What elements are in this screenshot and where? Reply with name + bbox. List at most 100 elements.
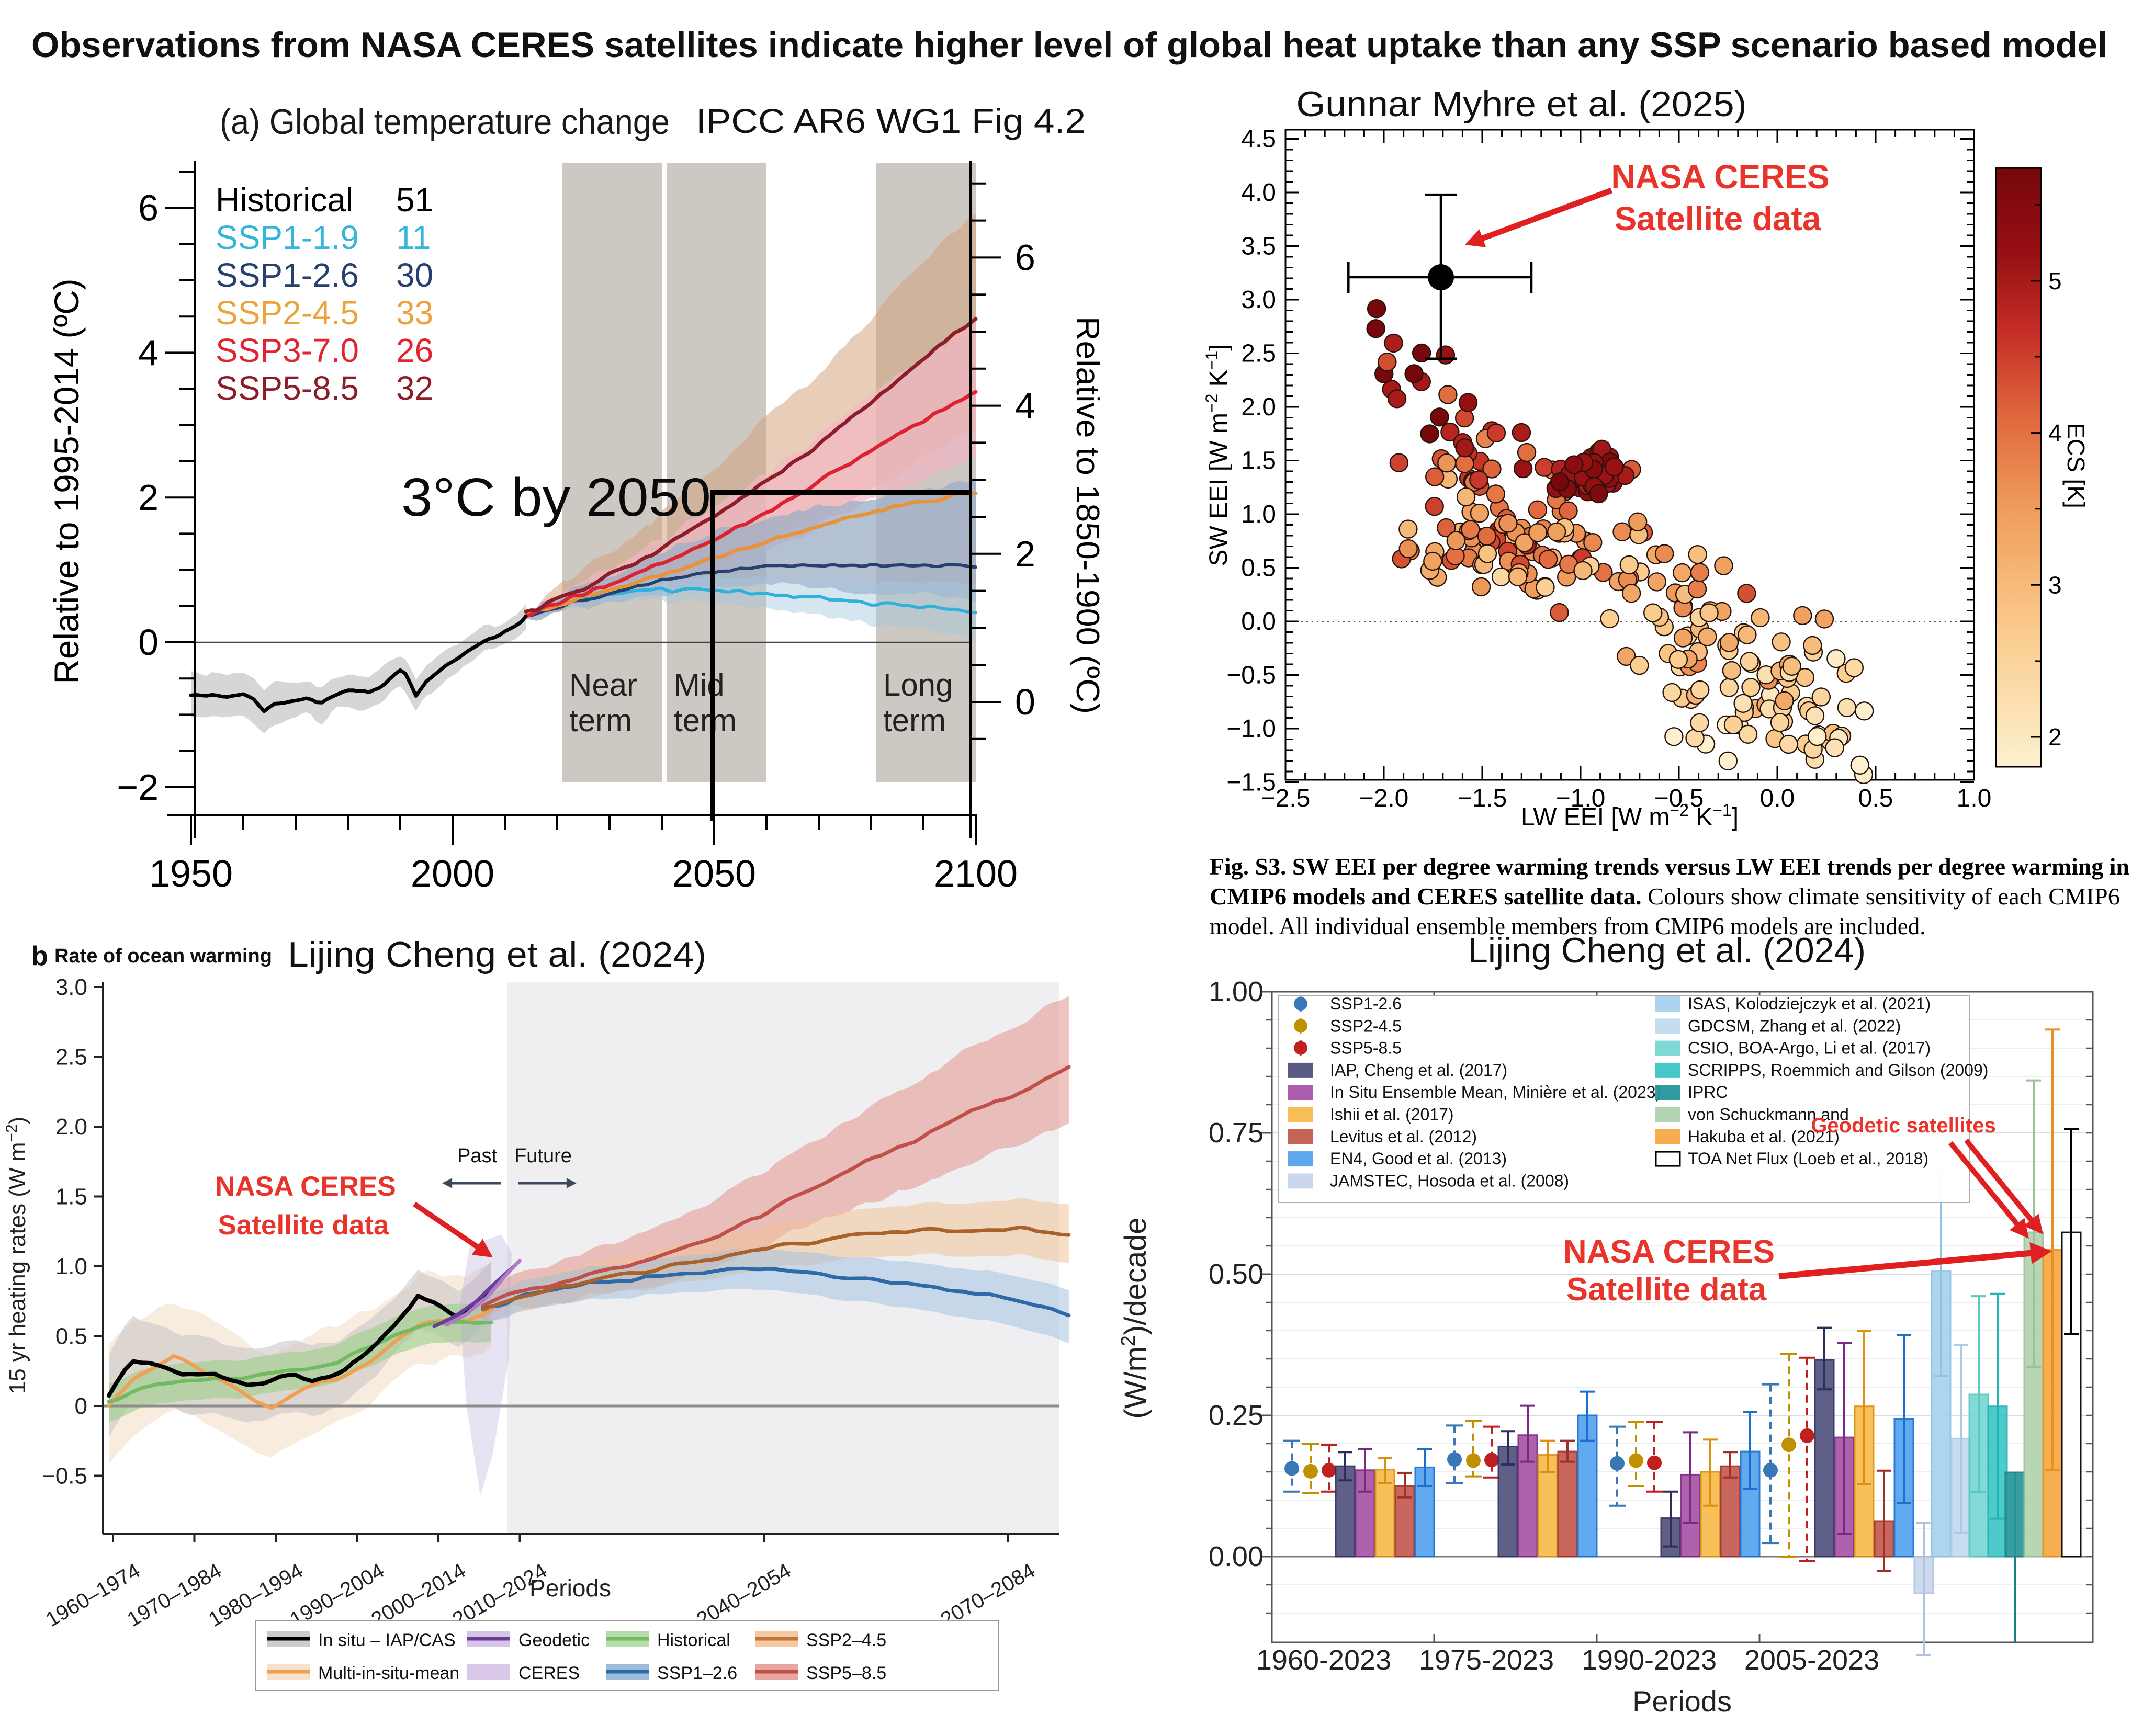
svg-text:6: 6 <box>1015 237 1035 278</box>
svg-text:(a) Global temperature change: (a) Global temperature change <box>220 102 670 142</box>
svg-text:Rate of ocean warming: Rate of ocean warming <box>54 945 272 967</box>
svg-text:3.5: 3.5 <box>1241 233 1276 260</box>
svg-text:3: 3 <box>2048 571 2062 598</box>
svg-text:1.5: 1.5 <box>1241 447 1276 475</box>
svg-text:−2: −2 <box>117 767 159 808</box>
svg-text:−2.0: −2.0 <box>1359 785 1409 812</box>
svg-text:SSP2-4.5: SSP2-4.5 <box>1330 1016 1402 1035</box>
svg-text:2100: 2100 <box>934 853 1018 895</box>
svg-text:term: term <box>883 703 946 738</box>
svg-text:2.5: 2.5 <box>1241 340 1276 368</box>
svg-text:4: 4 <box>138 332 159 373</box>
svg-text:Gunnar Myhre et al. (2025): Gunnar Myhre et al. (2025) <box>1296 84 1747 124</box>
svg-text:In situ – IAP/CAS: In situ – IAP/CAS <box>318 1630 456 1650</box>
svg-text:−1.0: −1.0 <box>1556 785 1606 812</box>
svg-text:GDCSM, Zhang et al. (2022): GDCSM, Zhang et al. (2022) <box>1688 1016 1901 1035</box>
svg-text:0: 0 <box>75 1393 87 1419</box>
svg-text:Levitus et al. (2012): Levitus et al. (2012) <box>1330 1127 1477 1146</box>
svg-text:−0.5: −0.5 <box>42 1463 87 1489</box>
svg-text:0.0: 0.0 <box>1241 608 1276 636</box>
svg-text:1.5: 1.5 <box>55 1184 87 1210</box>
svg-text:NASA CERES: NASA CERES <box>1563 1234 1775 1270</box>
svg-text:−2.5: −2.5 <box>1261 785 1311 812</box>
svg-text:1.0: 1.0 <box>1957 785 1992 812</box>
svg-text:Relative to 1850-1900 (ºC): Relative to 1850-1900 (ºC) <box>1069 316 1106 714</box>
svg-text:0.75: 0.75 <box>1209 1117 1264 1149</box>
svg-text:Near: Near <box>569 667 637 702</box>
svg-text:11: 11 <box>396 219 431 256</box>
svg-text:2: 2 <box>1015 534 1035 574</box>
svg-text:SSP1–2.6: SSP1–2.6 <box>657 1663 737 1683</box>
svg-text:1950: 1950 <box>149 853 233 895</box>
svg-text:30: 30 <box>396 256 433 294</box>
svg-text:2.5: 2.5 <box>55 1045 87 1070</box>
svg-text:TOA Net Flux (Loeb et al., 201: TOA Net Flux (Loeb et al., 2018) <box>1688 1149 1928 1168</box>
svg-text:15 yr heating rates (W m−2): 15 yr heating rates (W m−2) <box>3 1117 31 1394</box>
svg-text:4.5: 4.5 <box>1241 126 1276 153</box>
svg-text:CSIO, BOA-Argo, Li et al. (201: CSIO, BOA-Argo, Li et al. (2017) <box>1688 1039 1931 1058</box>
svg-text:4.0: 4.0 <box>1241 179 1276 207</box>
svg-text:4: 4 <box>2048 419 2062 447</box>
svg-text:NASA CERES: NASA CERES <box>215 1171 396 1202</box>
svg-text:6: 6 <box>138 188 159 229</box>
svg-text:von Schuckmann and: von Schuckmann and <box>1688 1105 1849 1124</box>
svg-text:Geodetic satellites: Geodetic satellites <box>1811 1114 1995 1137</box>
svg-text:model. All individual ensemble: model. All individual ensemble members f… <box>1210 913 1926 939</box>
svg-text:CMIP6 models and CERES satelli: CMIP6 models and CERES satellite data. C… <box>1210 883 2120 910</box>
svg-text:SSP5-8.5: SSP5-8.5 <box>1330 1039 1402 1058</box>
svg-text:Satellite data: Satellite data <box>1615 200 1821 237</box>
svg-text:Long: Long <box>883 667 953 702</box>
svg-text:Satellite data: Satellite data <box>218 1210 389 1241</box>
svg-text:−0.5: −0.5 <box>1654 785 1704 812</box>
svg-text:0.25: 0.25 <box>1209 1400 1264 1431</box>
svg-text:SSP1-1.9: SSP1-1.9 <box>216 219 359 256</box>
svg-text:Ishii et al. (2017): Ishii et al. (2017) <box>1330 1105 1454 1124</box>
svg-text:SSP3-7.0: SSP3-7.0 <box>216 332 359 369</box>
svg-text:SSP5–8.5: SSP5–8.5 <box>806 1663 886 1683</box>
svg-text:1.0: 1.0 <box>55 1254 87 1279</box>
svg-text:Satellite data: Satellite data <box>1566 1272 1767 1308</box>
svg-text:2: 2 <box>138 477 159 518</box>
svg-text:EN4, Good et al. (2013): EN4, Good et al. (2013) <box>1330 1149 1507 1168</box>
svg-text:term: term <box>569 703 632 738</box>
svg-text:term: term <box>674 703 737 738</box>
svg-text:ISAS, Kolodziejczyk et al. (20: ISAS, Kolodziejczyk et al. (2021) <box>1688 994 1931 1013</box>
svg-text:IPRC: IPRC <box>1688 1083 1728 1102</box>
svg-text:Past: Past <box>457 1145 497 1167</box>
svg-text:ECS [K]: ECS [K] <box>2062 423 2090 508</box>
svg-text:1.00: 1.00 <box>1209 976 1264 1007</box>
svg-text:0.50: 0.50 <box>1209 1258 1264 1290</box>
svg-text:5: 5 <box>2048 267 2062 294</box>
svg-text:JAMSTEC, Hosoda et al. (2008): JAMSTEC, Hosoda et al. (2008) <box>1330 1171 1569 1190</box>
svg-text:2.0: 2.0 <box>1241 393 1276 421</box>
svg-text:3.0: 3.0 <box>55 974 87 1000</box>
svg-text:51: 51 <box>396 181 433 219</box>
svg-text:2050: 2050 <box>672 853 756 895</box>
svg-text:0: 0 <box>1015 682 1035 722</box>
svg-text:LW EEI [W m−2 K−1]: LW EEI [W m−2 K−1] <box>1521 801 1739 831</box>
svg-text:SSP2–4.5: SSP2–4.5 <box>806 1630 886 1650</box>
svg-text:NASA CERES: NASA CERES <box>1611 158 1829 196</box>
svg-text:Periods: Periods <box>529 1574 611 1602</box>
svg-text:SSP1-2.6: SSP1-2.6 <box>1330 994 1402 1013</box>
svg-text:IPCC AR6 WG1 Fig 4.2: IPCC AR6 WG1 Fig 4.2 <box>696 101 1086 140</box>
svg-text:3°C by 2050: 3°C by 2050 <box>401 467 711 527</box>
svg-text:IAP, Cheng et al. (2017): IAP, Cheng et al. (2017) <box>1330 1061 1507 1080</box>
svg-text:Multi-in-situ-mean: Multi-in-situ-mean <box>318 1663 459 1683</box>
svg-text:Lijing Cheng et al. (2024): Lijing Cheng et al. (2024) <box>1468 931 1866 970</box>
svg-text:SSP2-4.5: SSP2-4.5 <box>216 294 359 332</box>
svg-text:SSP5-8.5: SSP5-8.5 <box>216 369 359 407</box>
svg-text:Periods: Periods <box>1632 1685 1732 1718</box>
svg-text:3.0: 3.0 <box>1241 286 1276 314</box>
svg-text:0.0: 0.0 <box>1760 785 1795 812</box>
svg-text:(W/m2)/decade: (W/m2)/decade <box>1118 1217 1153 1419</box>
svg-text:1960-2023: 1960-2023 <box>1256 1644 1391 1676</box>
svg-text:Geodetic: Geodetic <box>518 1630 590 1650</box>
svg-text:Historical: Historical <box>216 181 353 219</box>
svg-text:33: 33 <box>396 294 433 332</box>
svg-text:Lijing Cheng et al. (2024): Lijing Cheng et al. (2024) <box>288 935 706 974</box>
svg-text:Future: Future <box>514 1145 572 1167</box>
svg-text:0.5: 0.5 <box>55 1324 87 1349</box>
svg-text:SW EEI [W m−2 K−1]: SW EEI [W m−2 K−1] <box>1202 344 1233 566</box>
svg-text:2.0: 2.0 <box>55 1114 87 1140</box>
